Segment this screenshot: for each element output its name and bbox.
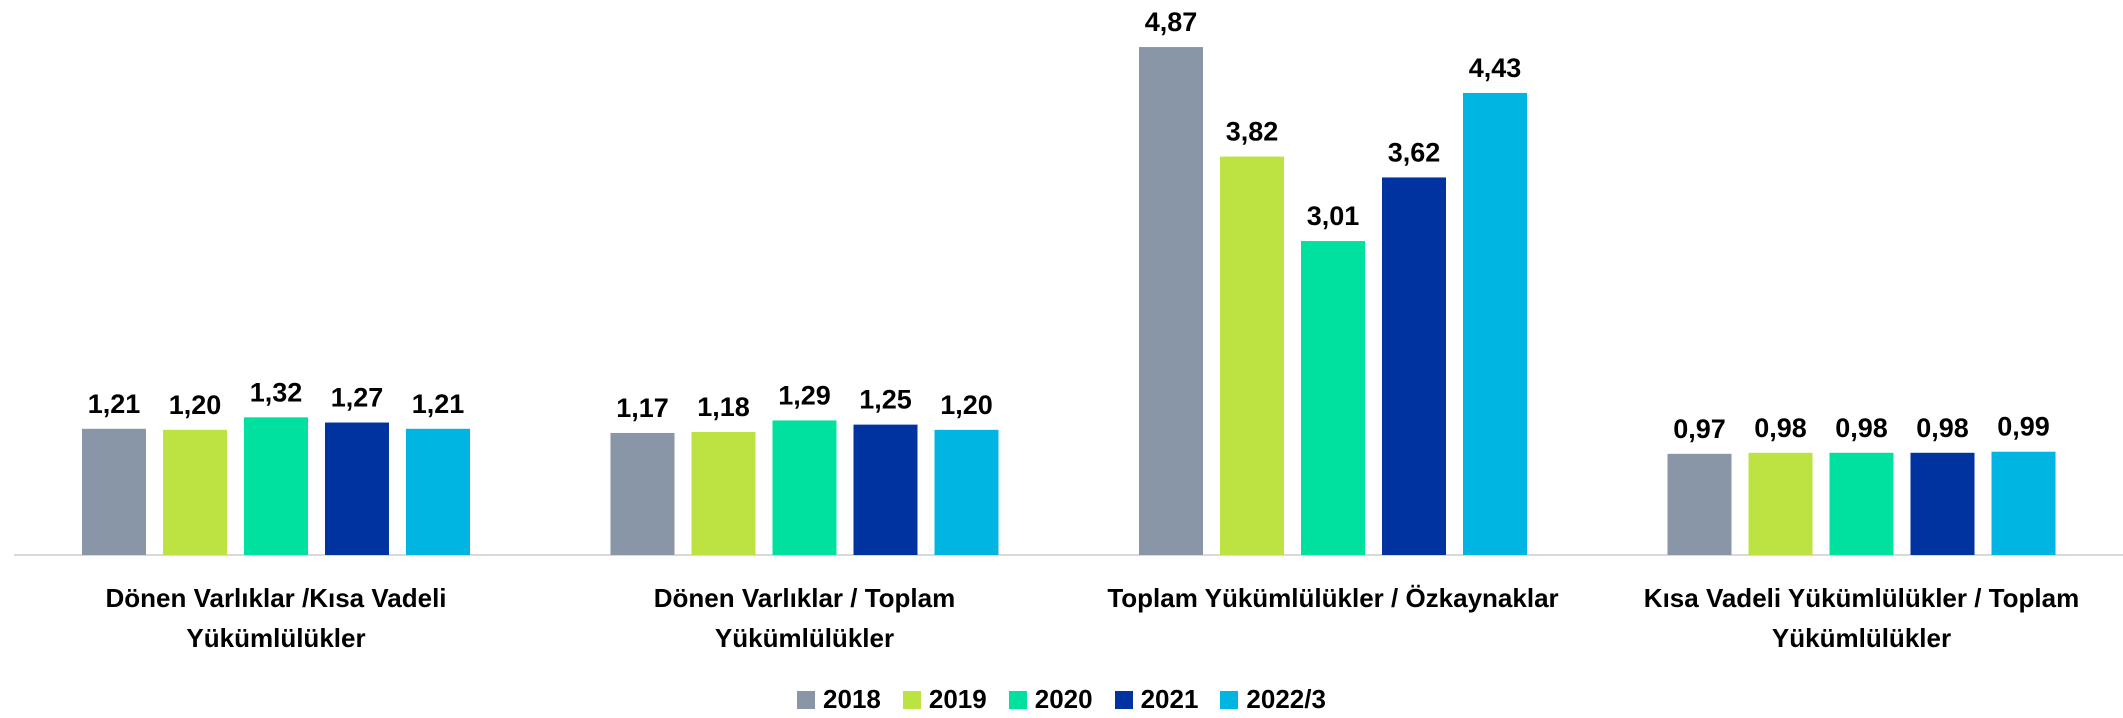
bar xyxy=(691,431,756,555)
data-label: 1,21 xyxy=(412,389,465,419)
data-label: 3,82 xyxy=(1226,117,1279,147)
legend-label: 2020 xyxy=(1034,684,1093,714)
legend-item: 2021 xyxy=(1114,684,1199,715)
legend-swatch xyxy=(797,690,816,709)
data-label: 1,18 xyxy=(697,392,750,422)
bar xyxy=(1382,177,1446,555)
data-label: 0,99 xyxy=(1997,412,2050,442)
data-label: 1,20 xyxy=(169,390,222,420)
x-tick-label: Dönen Varlıklar / Toplam Yükümlülükler xyxy=(653,583,956,653)
data-label: 1,29 xyxy=(778,380,831,410)
bar xyxy=(1220,156,1284,555)
bar xyxy=(1667,453,1732,555)
data-label: 1,17 xyxy=(616,393,669,423)
data-label: 1,21 xyxy=(88,389,141,419)
legend-item: 2019 xyxy=(902,684,987,715)
legend-swatch xyxy=(1220,690,1239,709)
bar xyxy=(853,424,918,555)
bar xyxy=(244,417,308,555)
data-label: 1,27 xyxy=(331,383,384,413)
legend-swatch xyxy=(1008,690,1027,709)
data-label: 0,98 xyxy=(1835,413,1888,443)
data-label: 0,98 xyxy=(1916,413,1969,443)
bar xyxy=(1748,452,1813,555)
data-label: 0,97 xyxy=(1673,414,1726,444)
x-tick-label: Toplam Yükümlülükler / Özkaynaklar xyxy=(1107,583,1559,613)
bar xyxy=(1991,451,2056,555)
legend: 2018 2019 2020 2021 2022/3 xyxy=(0,684,2123,715)
data-label: 1,25 xyxy=(859,385,912,415)
data-label: 3,62 xyxy=(1388,137,1441,167)
bar xyxy=(1301,241,1365,555)
data-label: 1,20 xyxy=(940,390,993,420)
legend-item: 2020 xyxy=(1008,684,1093,715)
bar xyxy=(325,422,389,555)
bar xyxy=(934,429,999,555)
legend-label: 2021 xyxy=(1140,684,1199,714)
bar xyxy=(610,432,675,555)
x-tick-label: Dönen Varlıklar /Kısa Vadeli Yükümlülükl… xyxy=(105,583,447,653)
data-label: 4,43 xyxy=(1469,53,1522,83)
bar xyxy=(406,428,470,555)
data-label: 0,98 xyxy=(1754,413,1807,443)
bar xyxy=(1910,452,1975,555)
bar xyxy=(1139,47,1203,556)
data-label: 1,32 xyxy=(250,377,303,407)
bar xyxy=(1463,92,1527,556)
legend-swatch xyxy=(902,690,921,709)
bar xyxy=(1829,452,1894,555)
data-label: 4,87 xyxy=(1145,7,1198,37)
x-tick-label: Kısa Vadeli Yükümlülükler / Toplam Yüküm… xyxy=(1643,583,2080,653)
bar xyxy=(82,428,146,555)
data-label: 3,01 xyxy=(1307,201,1360,231)
legend-label: 2018 xyxy=(823,684,881,714)
bar xyxy=(772,420,837,555)
bar xyxy=(163,429,227,555)
legend-item: 2018 xyxy=(797,684,881,715)
legend-swatch xyxy=(1114,690,1133,709)
legend-item: 2022/3 xyxy=(1220,684,1326,715)
legend-label: 2019 xyxy=(928,684,987,714)
legend-label: 2022/3 xyxy=(1246,684,1326,714)
